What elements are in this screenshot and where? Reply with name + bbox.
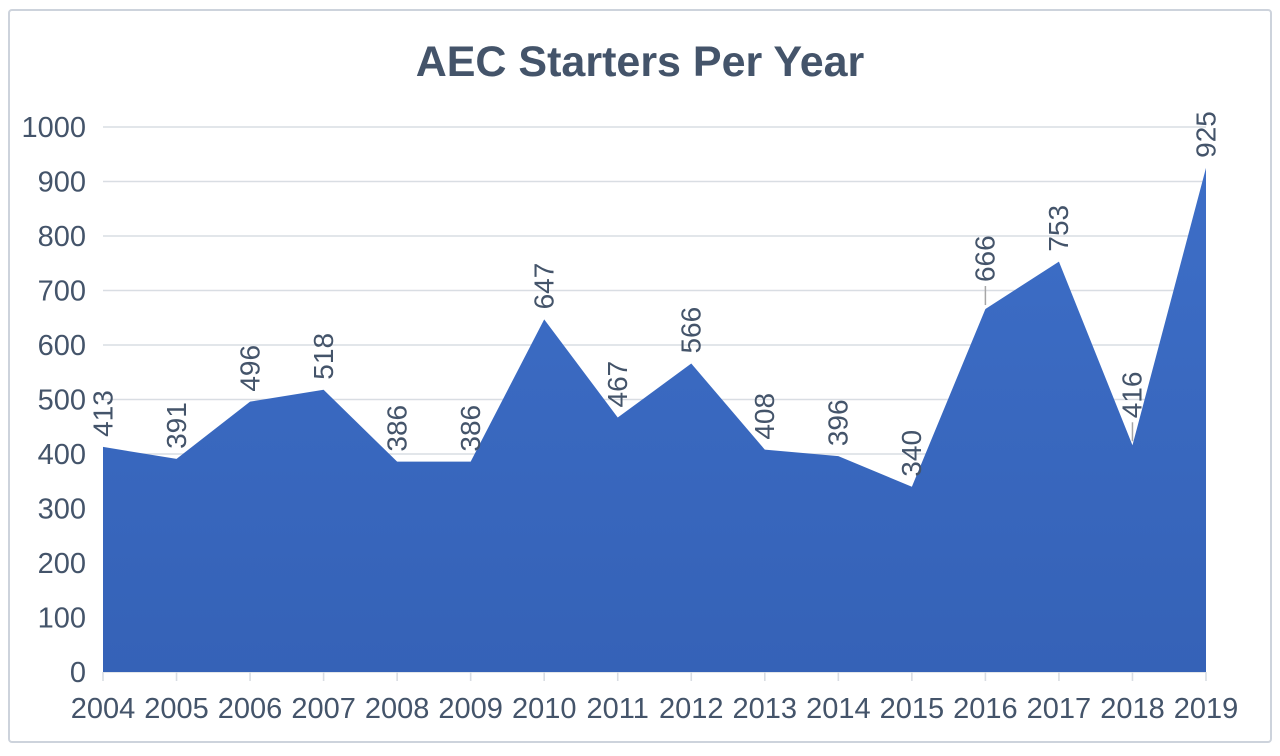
- x-axis-label: 2015: [880, 693, 945, 725]
- data-label: 566: [676, 307, 707, 354]
- data-label: 647: [528, 263, 559, 310]
- x-axis-label: 2006: [218, 693, 283, 725]
- x-axis-label: 2013: [733, 693, 798, 725]
- x-axis-label: 2009: [438, 693, 503, 725]
- data-label: 416: [1117, 372, 1148, 419]
- x-axis-label: 2008: [365, 693, 430, 725]
- y-axis-label: 600: [38, 330, 86, 362]
- y-axis-label: 1000: [21, 112, 86, 144]
- area-series: [103, 167, 1206, 672]
- x-axis-label: 2010: [512, 693, 577, 725]
- y-axis-label: 100: [38, 603, 86, 635]
- data-label: 408: [749, 393, 780, 440]
- x-axis-label: 2016: [953, 693, 1018, 725]
- y-axis-label: 0: [70, 657, 86, 689]
- y-axis-label: 900: [38, 167, 86, 199]
- data-label: 518: [308, 333, 339, 380]
- chart-title: AEC Starters Per Year: [415, 38, 865, 86]
- data-label: 753: [1043, 205, 1074, 252]
- data-label: 386: [455, 405, 486, 452]
- y-axis-label: 700: [38, 276, 86, 308]
- data-label: 391: [161, 402, 192, 449]
- x-axis-label: 2017: [1027, 693, 1092, 725]
- y-axis-label: 300: [38, 494, 86, 526]
- x-axis-label: 2014: [806, 693, 871, 725]
- data-label: 666: [970, 235, 1001, 282]
- x-axis-label: 2018: [1100, 693, 1165, 725]
- x-axis-label: 2019: [1174, 693, 1239, 725]
- data-label: 925: [1190, 111, 1221, 158]
- data-label: 340: [896, 430, 927, 477]
- data-label: 396: [823, 399, 854, 446]
- data-label: 496: [234, 345, 265, 392]
- y-axis-label: 800: [38, 221, 86, 253]
- data-label: 413: [87, 390, 118, 437]
- x-axis-label: 2004: [71, 693, 136, 725]
- x-axis-label: 2011: [587, 693, 649, 725]
- y-axis-label: 400: [38, 439, 86, 471]
- data-label: 386: [381, 405, 412, 452]
- y-axis-label: 500: [38, 385, 86, 417]
- x-axis-label: 2012: [659, 693, 724, 725]
- y-axis-label: 200: [38, 548, 86, 580]
- x-axis-label: 2005: [144, 693, 209, 725]
- x-axis-label: 2007: [291, 693, 356, 725]
- data-label: 467: [602, 361, 633, 408]
